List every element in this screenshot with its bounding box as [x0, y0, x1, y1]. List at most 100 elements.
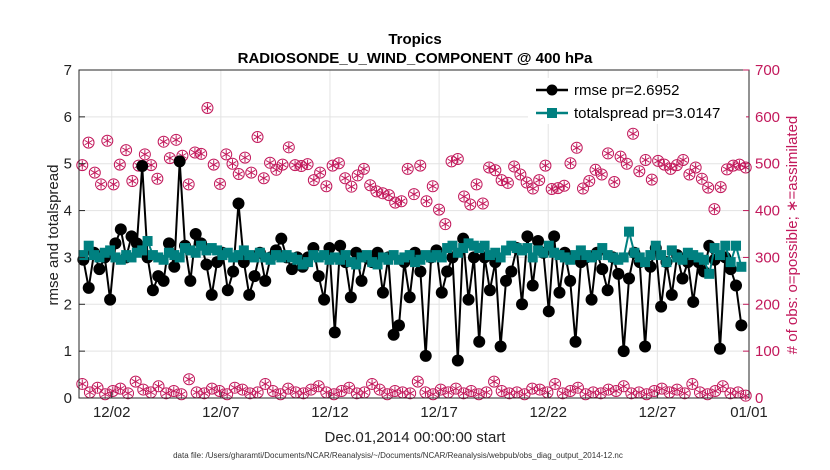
rmse-point: [189, 228, 202, 240]
obs-possible-circle: [470, 178, 483, 191]
obs-possible-circle: [314, 166, 327, 179]
obs-assimilated-star: [716, 184, 725, 190]
obs-count-marker: [201, 101, 214, 114]
obs-assimilated-star: [184, 376, 194, 382]
rmse-point: [553, 286, 566, 299]
obs-possible-circle: [739, 389, 752, 402]
obs-possible-circle: [282, 141, 295, 154]
obs-assimilated-star: [466, 201, 475, 208]
obs-count-marker: [495, 384, 508, 397]
totalspread-point: [436, 252, 447, 263]
obs-assimilated-star: [597, 171, 606, 178]
obs-assimilated-star: [688, 381, 697, 387]
obs-assimilated-star: [215, 181, 225, 187]
totalspread-point: [281, 250, 292, 261]
obs-count-marker: [226, 157, 239, 170]
rmse-point: [612, 267, 625, 280]
totalspread-point: [624, 226, 635, 237]
totalspread-point: [303, 257, 314, 268]
obs-count-marker: [151, 172, 164, 185]
obs-possible-circle: [76, 377, 89, 390]
totalspread-point: [634, 252, 645, 263]
rmse-point: [526, 279, 539, 292]
obs-possible-circle: [188, 146, 201, 159]
obs-count-marker: [464, 198, 477, 211]
obs-possible-circle: [91, 381, 104, 394]
obs-assimilated-star: [90, 169, 99, 176]
obs-assimilated-star: [203, 105, 212, 111]
totalspread-point: [351, 259, 362, 270]
y-tick-label-right: 700: [755, 62, 780, 79]
totalspread-point: [458, 243, 469, 254]
rmse-point: [403, 291, 416, 304]
obs-assimilated-star: [560, 183, 569, 189]
obs-assimilated-star: [84, 139, 93, 146]
obs-possible-circle: [345, 180, 358, 193]
obs-count-marker: [257, 172, 270, 185]
obs-count-marker: [106, 384, 119, 397]
obs-count-marker: [620, 157, 633, 170]
totalspread-point: [479, 240, 490, 251]
obs-assimilated-star: [190, 149, 200, 156]
rmse-point: [248, 270, 261, 283]
obs-assimilated-star: [703, 391, 712, 397]
obs-assimilated-star: [384, 192, 394, 198]
obs-assimilated-star: [691, 164, 700, 171]
obs-possible-circle: [633, 165, 646, 178]
obs-count-marker: [541, 386, 554, 399]
rmse-point: [473, 335, 486, 348]
x-tick-label: 12/12: [311, 404, 349, 421]
obs-possible-circle: [251, 131, 264, 144]
obs-count-marker: [720, 163, 733, 176]
obs-assimilated-star: [520, 391, 529, 397]
obs-possible-circle: [671, 383, 684, 396]
obs-count-marker: [195, 147, 208, 160]
obs-assimilated-star: [484, 164, 494, 171]
obs-assimilated-star: [428, 391, 438, 397]
obs-count-marker: [702, 181, 715, 194]
obs-count-marker: [351, 169, 364, 182]
obs-count-marker: [395, 195, 408, 208]
obs-possible-circle: [88, 166, 101, 179]
obs-assimilated-star: [741, 164, 750, 171]
obs-count-marker: [366, 377, 379, 390]
rmse-point: [312, 270, 325, 283]
obs-assimilated-star: [154, 383, 163, 389]
obs-possible-circle: [472, 388, 485, 401]
obs-possible-circle: [488, 375, 501, 388]
obs-possible-circle: [652, 154, 665, 167]
totalspread-point: [495, 252, 506, 263]
obs-possible-circle: [476, 197, 489, 210]
obs-possible-circle: [408, 188, 420, 201]
totalspread-point: [618, 252, 629, 263]
obs-count-marker: [556, 387, 569, 400]
totalspread-point: [688, 250, 699, 261]
obs-count-marker: [526, 182, 539, 195]
obs-count-marker: [508, 160, 521, 173]
chart-subtitle: RADIOSONDE_U_WIND_COMPONENT @ 400 hPa: [238, 50, 593, 67]
totalspread-point: [329, 252, 340, 263]
obs-assimilated-star: [146, 389, 156, 396]
obs-assimilated-star: [666, 166, 675, 172]
rmse-point: [676, 272, 689, 285]
obs-possible-circle: [686, 377, 699, 390]
obs-count-marker: [381, 388, 394, 401]
totalspread-point: [110, 252, 121, 263]
totalspread-point: [201, 245, 212, 256]
obs-possible-circle: [99, 388, 112, 401]
obs-count-marker: [708, 203, 721, 216]
obs-count-marker: [411, 375, 424, 388]
totalspread-point: [345, 257, 356, 268]
obs-possible-circle: [259, 377, 272, 390]
rmse-point: [623, 272, 636, 285]
obs-possible-circle: [420, 195, 433, 208]
obs-count-marker: [198, 387, 211, 400]
rmse-point: [328, 326, 341, 339]
obs-assimilated-star: [345, 385, 354, 391]
obs-assimilated-star: [650, 388, 659, 394]
obs-assimilated-star: [334, 160, 344, 166]
obs-assimilated-star: [223, 391, 232, 397]
obs-count-marker: [228, 381, 241, 394]
totalspread-point: [393, 254, 404, 265]
